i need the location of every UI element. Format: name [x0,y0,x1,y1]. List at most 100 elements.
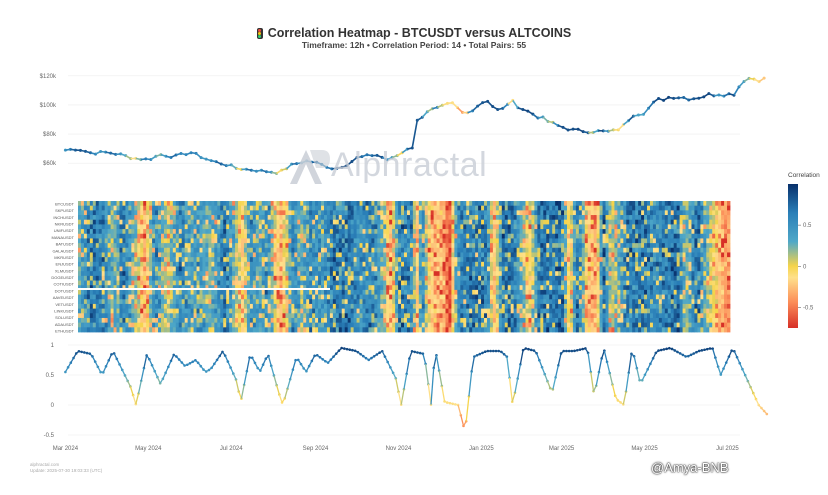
heatmap-cell [460,322,464,328]
heatmap-cell [406,299,411,305]
heatmap-cell [128,313,132,319]
heatmap-cell [525,289,529,295]
heatmap-cell [92,210,97,216]
heatmap-cell [543,219,547,225]
heatmap-cell [264,233,269,239]
heatmap-cell [481,224,485,230]
heatmap-cell [196,219,200,225]
heatmap-cell [401,229,405,235]
heatmap-cell [439,233,443,239]
heatmap-cell [481,280,485,286]
heatmap-cell [83,201,88,207]
heatmap-cell [217,317,221,324]
heatmap-cell [158,243,162,249]
heatmap-cell [356,294,360,300]
heatmap-cell [226,233,230,239]
heatmap-cell [86,210,91,216]
heatmap-cell [383,327,387,333]
heatmap-cell [424,215,429,221]
heatmap-cell [276,266,280,272]
heatmap-cell [125,224,129,230]
heatmap-cell [205,275,209,281]
heatmap-cell [427,327,432,333]
heatmap-cell [137,299,141,305]
heatmap-cell [267,294,272,300]
heatmap-cell [492,205,497,211]
heatmap-cell [392,294,396,300]
heatmap-cell [152,205,156,211]
heatmap-cell [199,233,203,239]
heatmap-cell [101,210,106,216]
heatmap-cell [412,205,417,211]
heatmap-cell [377,252,381,258]
heatmap-cell [395,289,399,295]
heatmap-cell [522,229,526,235]
heatmap-cell [238,280,242,286]
heatmap-cell [202,257,206,263]
heatmap-cell [472,233,476,239]
heatmap-cell [235,317,239,324]
heatmap-cell [409,327,414,333]
heatmap-cell [83,247,88,253]
heatmap-cell [489,313,494,319]
heatmap-cell [199,280,203,286]
heatmap-cell [332,289,337,295]
heatmap-cell [329,238,334,244]
heatmap-cell [335,210,340,216]
heatmap-cell [238,317,242,324]
heatmap-cell [169,266,174,272]
heatmap-cell [160,266,165,272]
heatmap-cell [229,308,233,314]
heatmap-cell [418,205,423,211]
heatmap-cell [315,238,319,244]
heatmap-cell [116,219,120,225]
heatmap-cell [98,233,103,239]
heatmap-cell [294,215,298,221]
heatmap-cell [187,289,192,295]
heatmap-cell [184,224,189,230]
heatmap-cell [110,266,114,272]
heatmap-cell [119,275,123,281]
heatmap-cell [404,289,408,295]
heatmap-cell [572,201,577,207]
heatmap-cell [199,266,203,272]
heatmap-cell [478,224,482,230]
heatmap-cell [217,243,221,249]
heatmap-cell [196,299,200,305]
heatmap-cell [152,243,156,249]
heatmap-cell [152,233,156,239]
heatmap-cell [318,313,322,319]
heatmap-cell [569,247,574,253]
heatmap-cell [238,215,242,221]
heatmap-cell [107,257,111,263]
heatmap-cell [273,303,277,310]
heatmap-cell [353,280,357,286]
heatmap-cell [323,233,328,239]
heatmap-cell [223,219,227,225]
heatmap-cell [519,317,523,324]
heatmap-cell [187,280,192,286]
heatmap-cell [326,289,331,295]
heatmap-cell [546,219,550,225]
heatmap-cell [223,257,227,263]
heatmap-cell [149,205,153,211]
heatmap-cell [267,210,272,216]
heatmap-cell [155,285,159,291]
heatmap-cell [137,266,141,272]
heatmap-cell [214,229,218,235]
heatmap-cell [86,271,91,277]
heatmap-cell [309,266,313,272]
heatmap-cell [149,327,153,333]
heatmap-cell [418,327,423,333]
heatmap-cell [246,285,251,291]
heatmap-cell [412,201,417,207]
heatmap-cell [78,303,82,310]
heatmap-cell [430,317,435,324]
heatmap-cell [335,224,340,230]
heatmap-cell [549,294,553,300]
heatmap-cell [241,224,245,230]
heatmap-cell [335,303,340,310]
heatmap-cell [380,308,384,314]
heatmap-cell [246,229,251,235]
heatmap-cell [303,327,307,333]
